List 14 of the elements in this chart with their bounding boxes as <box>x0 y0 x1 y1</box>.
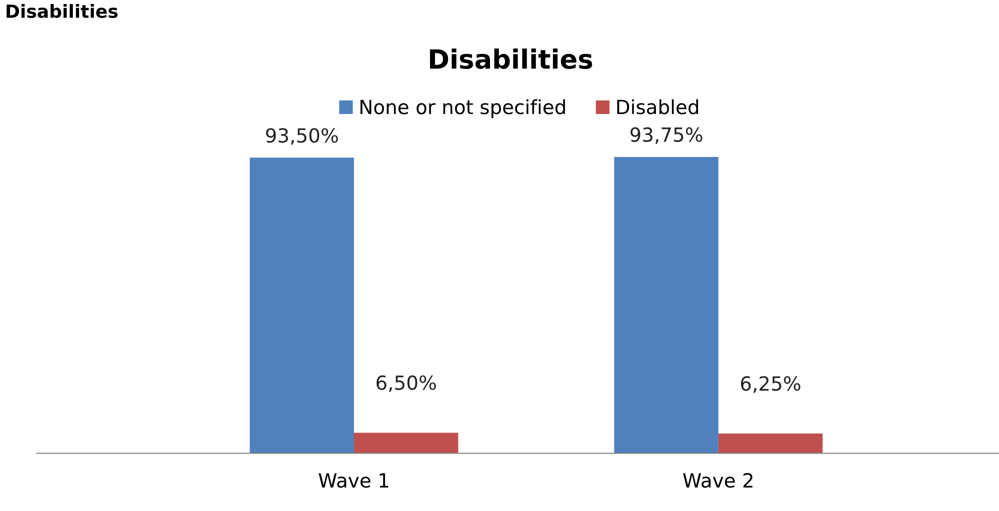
bar <box>354 432 458 454</box>
legend-label: None or not specified <box>360 99 565 118</box>
data-label: 93,75% <box>630 127 702 144</box>
data-label: 6,25% <box>740 376 800 393</box>
legend-label: Disabled <box>617 99 698 114</box>
text: Disabilities <box>6 4 118 18</box>
x-tick-label: Wave 1 <box>318 473 388 488</box>
data-label: 93,50% <box>266 128 338 145</box>
data-label: 6,50% <box>376 375 436 392</box>
bar <box>250 158 354 454</box>
bar <box>614 156 718 454</box>
x-tick-label: Wave 2 <box>683 473 752 488</box>
bar <box>718 434 823 454</box>
chart-title: Disabilities <box>430 48 592 69</box>
